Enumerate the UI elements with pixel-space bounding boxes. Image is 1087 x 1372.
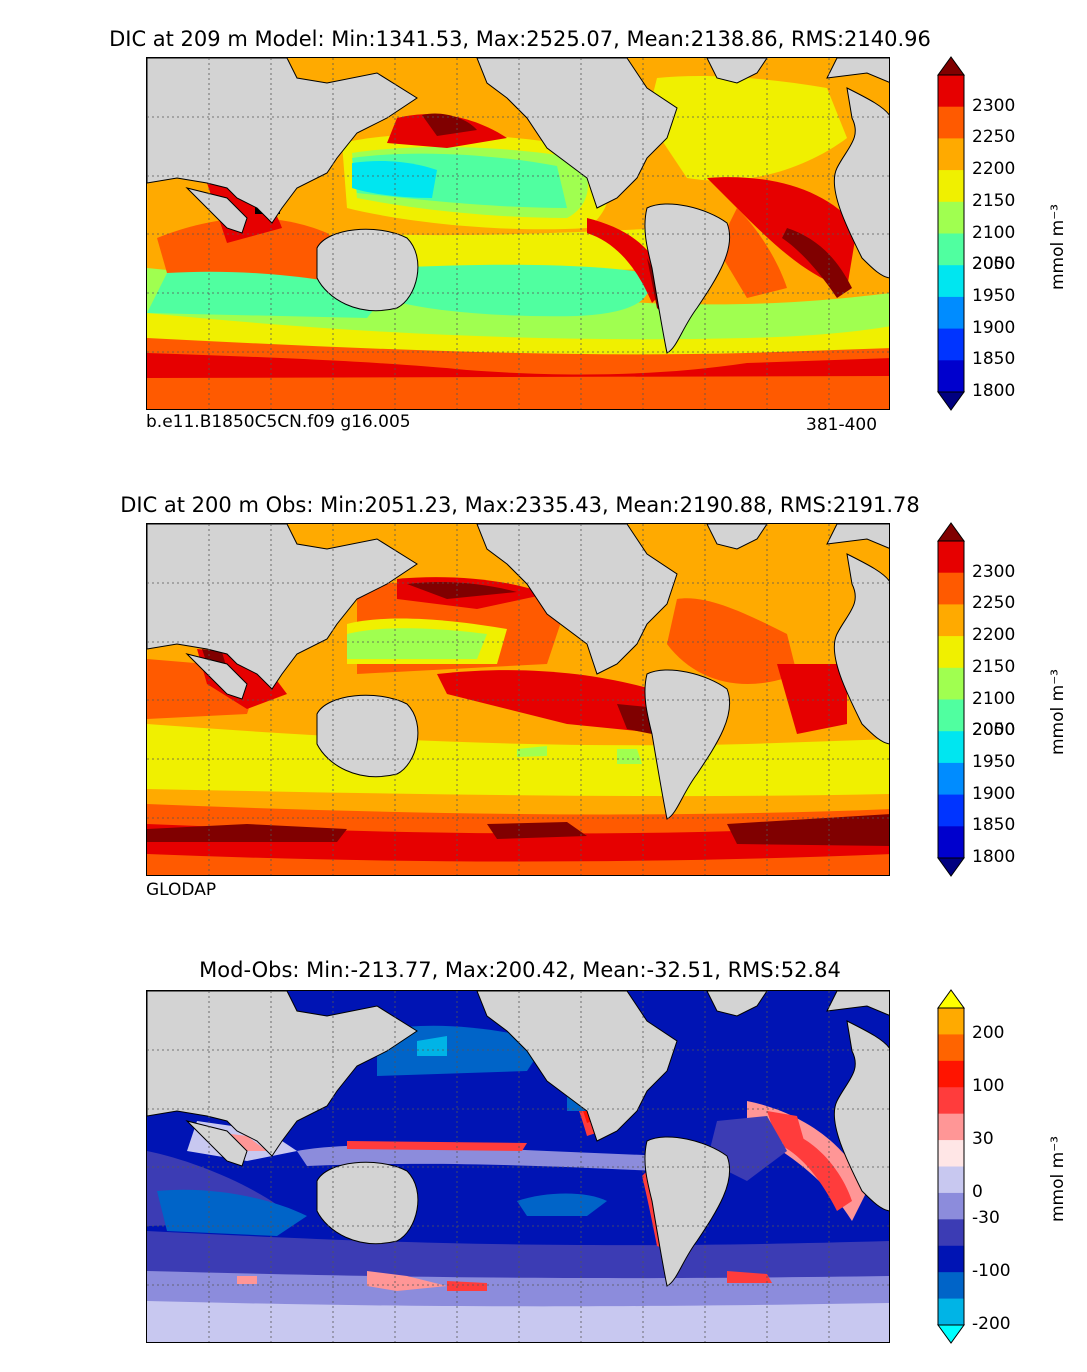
colorbar-swatch (938, 328, 964, 361)
colorbar-swatch (938, 762, 964, 796)
colorbar-tick-label: 2000 (972, 720, 1016, 741)
colorbar-tick-label: 30 (972, 1129, 994, 1150)
map-svg-model (147, 58, 889, 409)
colorbar-swatch (938, 699, 964, 732)
colorbar-tick-label: 1950 (972, 751, 1016, 772)
colorbar-extend-min (937, 391, 965, 411)
colorbar-swatch (938, 667, 964, 700)
colorbar-svg (937, 522, 965, 877)
gridlines (147, 524, 889, 875)
colorbar-tick-label: -200 (972, 1314, 1011, 1334)
colorbar-swatch (938, 106, 964, 139)
map-plot-obs[interactable] (146, 523, 890, 876)
colorbar-swatch (938, 360, 964, 393)
colorbar-tick-label: -30 (972, 1208, 1000, 1229)
colorbar-swatch (938, 1087, 964, 1115)
colorbar-swatch (938, 75, 964, 108)
colorbar-extend-min (937, 1324, 965, 1344)
colorbar-swatch (938, 1008, 964, 1035)
colorbar-tick-label: 2100 (972, 688, 1016, 709)
colorbar-swatch (938, 794, 964, 827)
land-masses (147, 58, 889, 354)
colorbar-obs (937, 522, 965, 877)
colorbar-tick-label: 100 (972, 1076, 1005, 1097)
colorbar-swatch (938, 1192, 964, 1220)
colorbar-swatch (938, 1245, 964, 1273)
colorbar-tick-label: 0 (972, 1181, 983, 1202)
colorbar-swatch (938, 826, 964, 859)
obs-source-label: GLODAP (146, 880, 217, 900)
colorbar-swatch (938, 731, 964, 764)
colorbar-swatch (938, 233, 964, 266)
land-masses (147, 524, 889, 820)
colorbar-tick-label: 1800 (972, 847, 1016, 867)
colorbar-swatch (938, 636, 964, 669)
colorbar-tick-label: -100 (972, 1261, 1011, 1282)
colorbar-tick-label: 2000 (972, 254, 1016, 275)
year-range-label: 381-400 (806, 415, 878, 435)
map-svg-diff (147, 991, 889, 1342)
colorbar-swatch (938, 1298, 964, 1326)
colorbar-swatch (938, 1219, 964, 1247)
colorbar-tick-label: 1900 (972, 317, 1016, 338)
colorbar-swatch (938, 1140, 964, 1167)
colorbar-tick-label: 1850 (972, 815, 1016, 836)
colorbar-unit-label: mmol m⁻³ (1048, 1136, 1068, 1222)
colorbar-diff (937, 989, 965, 1344)
colorbar-tick-label: 2150 (972, 656, 1016, 677)
colorbar-tick-label: 1950 (972, 285, 1016, 306)
colorbar-swatch (938, 138, 964, 171)
colorbar-swatch (938, 296, 964, 330)
colorbar-swatch (938, 541, 964, 574)
case-name-label: b.e11.B1850C5CN.f09 g16.005 (146, 412, 411, 432)
colorbar-tick-label: 200 (972, 1023, 1005, 1044)
land-masses (147, 991, 889, 1287)
colorbar-tick-label: 1900 (972, 783, 1016, 804)
colorbar-svg (937, 56, 965, 411)
colorbar-swatch (938, 604, 964, 637)
colorbar-tick-label: 2150 (972, 190, 1016, 211)
colorbar-swatch (938, 1034, 964, 1062)
panel-model: DIC at 209 m Model: Min:1341.53, Max:252… (0, 0, 1087, 460)
colorbar-tick-label: 1850 (972, 349, 1016, 370)
map-plot-diff[interactable] (146, 990, 890, 1343)
colorbar-extend-min (937, 857, 965, 877)
gridlines (147, 991, 889, 1342)
colorbar-swatch (938, 1272, 964, 1300)
colorbar-swatch (938, 201, 964, 234)
panel-title: DIC at 209 m Model: Min:1341.53, Max:252… (109, 27, 931, 51)
colorbar-swatch (938, 265, 964, 298)
panel-obs: DIC at 200 m Obs: Min:2051.23, Max:2335.… (120, 493, 1068, 900)
colorbar-tick-label: 2300 (972, 561, 1016, 582)
colorbar-tick-label: 2050 (972, 720, 1016, 741)
contour-fields (147, 76, 889, 409)
colorbar-swatch (938, 170, 964, 203)
colorbar-swatch (938, 1166, 964, 1194)
panel-title: DIC at 200 m Obs: Min:2051.23, Max:2335.… (120, 493, 920, 517)
colorbar-swatch (938, 572, 964, 605)
panel-title: Mod-Obs: Min:-213.77, Max:200.42, Mean:-… (199, 958, 841, 982)
colorbar-tick-label: 2100 (972, 222, 1016, 243)
map-plot-model[interactable] (146, 57, 890, 410)
colorbar-extend-max (937, 989, 965, 1009)
colorbar-tick-label: 2250 (972, 127, 1016, 148)
colorbar-model (937, 56, 965, 411)
colorbar-tick-label: 1800 (972, 381, 1016, 401)
colorbar-tick-label: 2250 (972, 593, 1016, 614)
colorbar-tick-label: 2300 (972, 95, 1016, 116)
colorbar-tick-label: 2200 (972, 625, 1016, 646)
gridlines (147, 58, 889, 409)
colorbar-svg (937, 989, 965, 1344)
colorbar-swatch (938, 1113, 964, 1141)
map-svg-obs (147, 524, 889, 875)
colorbar-tick-label: 2050 (972, 254, 1016, 275)
colorbar-swatch (938, 1060, 964, 1088)
colorbar-tick-label: 2200 (972, 159, 1016, 180)
